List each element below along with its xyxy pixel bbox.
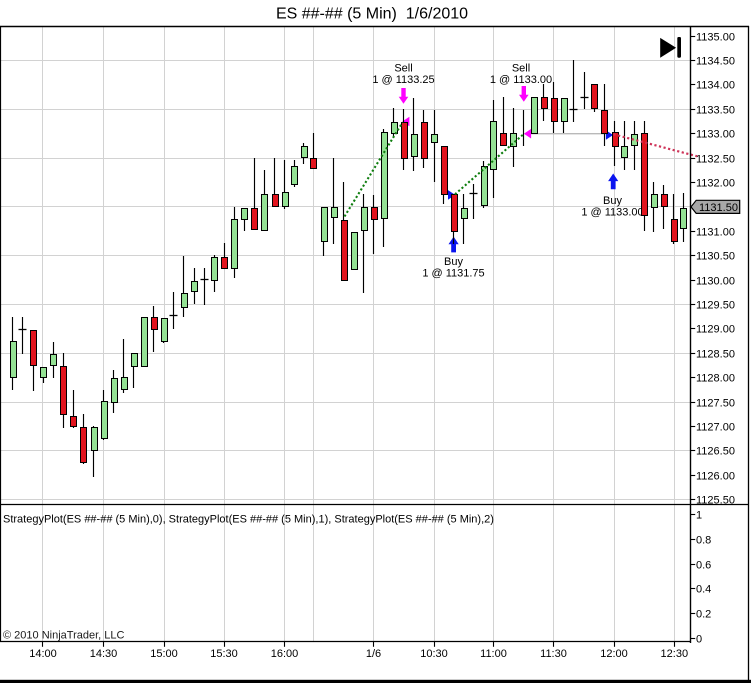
svg-text:0.6: 0.6 [696, 560, 711, 572]
svg-text:11:00: 11:00 [480, 648, 507, 660]
svg-text:1131.00: 1131.00 [696, 227, 735, 239]
svg-text:Sell: Sell [394, 63, 412, 75]
svg-text:0.8: 0.8 [696, 535, 711, 547]
svg-text:1134.50: 1134.50 [696, 56, 735, 68]
svg-text:Sell: Sell [512, 63, 530, 75]
svg-text:1 @ 1133.00: 1 @ 1133.00 [581, 207, 643, 219]
svg-text:0: 0 [696, 634, 702, 646]
svg-text:12:30: 12:30 [661, 648, 689, 660]
svg-text:1128.50: 1128.50 [696, 349, 735, 361]
svg-text:1129.00: 1129.00 [696, 324, 735, 336]
svg-text:0.2: 0.2 [696, 609, 711, 621]
svg-text:1132.00: 1132.00 [696, 178, 735, 190]
svg-text:1126.00: 1126.00 [696, 471, 735, 483]
svg-text:11:30: 11:30 [540, 648, 567, 660]
svg-text:1 @ 1133.25: 1 @ 1133.25 [372, 74, 434, 86]
svg-text:1: 1 [696, 510, 702, 522]
svg-text:1135.00: 1135.00 [696, 32, 735, 44]
svg-text:1132.50: 1132.50 [696, 154, 735, 166]
svg-text:0.4: 0.4 [696, 584, 711, 596]
svg-text:15:30: 15:30 [210, 648, 238, 660]
svg-text:1125.50: 1125.50 [696, 495, 735, 507]
svg-text:1 @ 1131.75: 1 @ 1131.75 [422, 268, 484, 280]
svg-text:© 2010 NinjaTrader, LLC: © 2010 NinjaTrader, LLC [3, 630, 124, 642]
svg-text:1 @ 1133.00: 1 @ 1133.00 [490, 74, 552, 86]
svg-text:1129.50: 1129.50 [696, 300, 735, 312]
svg-text:1130.00: 1130.00 [696, 276, 735, 288]
svg-text:14:00: 14:00 [29, 648, 57, 660]
svg-text:1/6: 1/6 [366, 648, 381, 660]
svg-text:12:00: 12:00 [600, 648, 628, 660]
svg-text:1134.00: 1134.00 [696, 80, 735, 92]
svg-text:1127.50: 1127.50 [696, 398, 735, 410]
svg-text:1126.50: 1126.50 [696, 446, 735, 458]
svg-text:1131.50: 1131.50 [699, 202, 738, 214]
svg-text:1128.00: 1128.00 [696, 373, 735, 385]
svg-text:StrategyPlot(ES ##-## (5 Min),: StrategyPlot(ES ##-## (5 Min),0), Strate… [3, 514, 494, 526]
svg-text:15:00: 15:00 [150, 648, 178, 660]
svg-text:1133.50: 1133.50 [696, 105, 735, 117]
svg-text:10:30: 10:30 [420, 648, 448, 660]
svg-text:16:00: 16:00 [271, 648, 299, 660]
svg-text:1127.00: 1127.00 [696, 422, 735, 434]
svg-text:1130.50: 1130.50 [696, 251, 735, 263]
svg-text:Buy: Buy [603, 195, 622, 207]
svg-text:ES ##-## (5 Min) 1/6/2010: ES ##-## (5 Min) 1/6/2010 [276, 6, 468, 23]
svg-text:14:30: 14:30 [90, 648, 118, 660]
svg-text:1133.00: 1133.00 [696, 129, 735, 141]
svg-text:Buy: Buy [444, 256, 463, 268]
